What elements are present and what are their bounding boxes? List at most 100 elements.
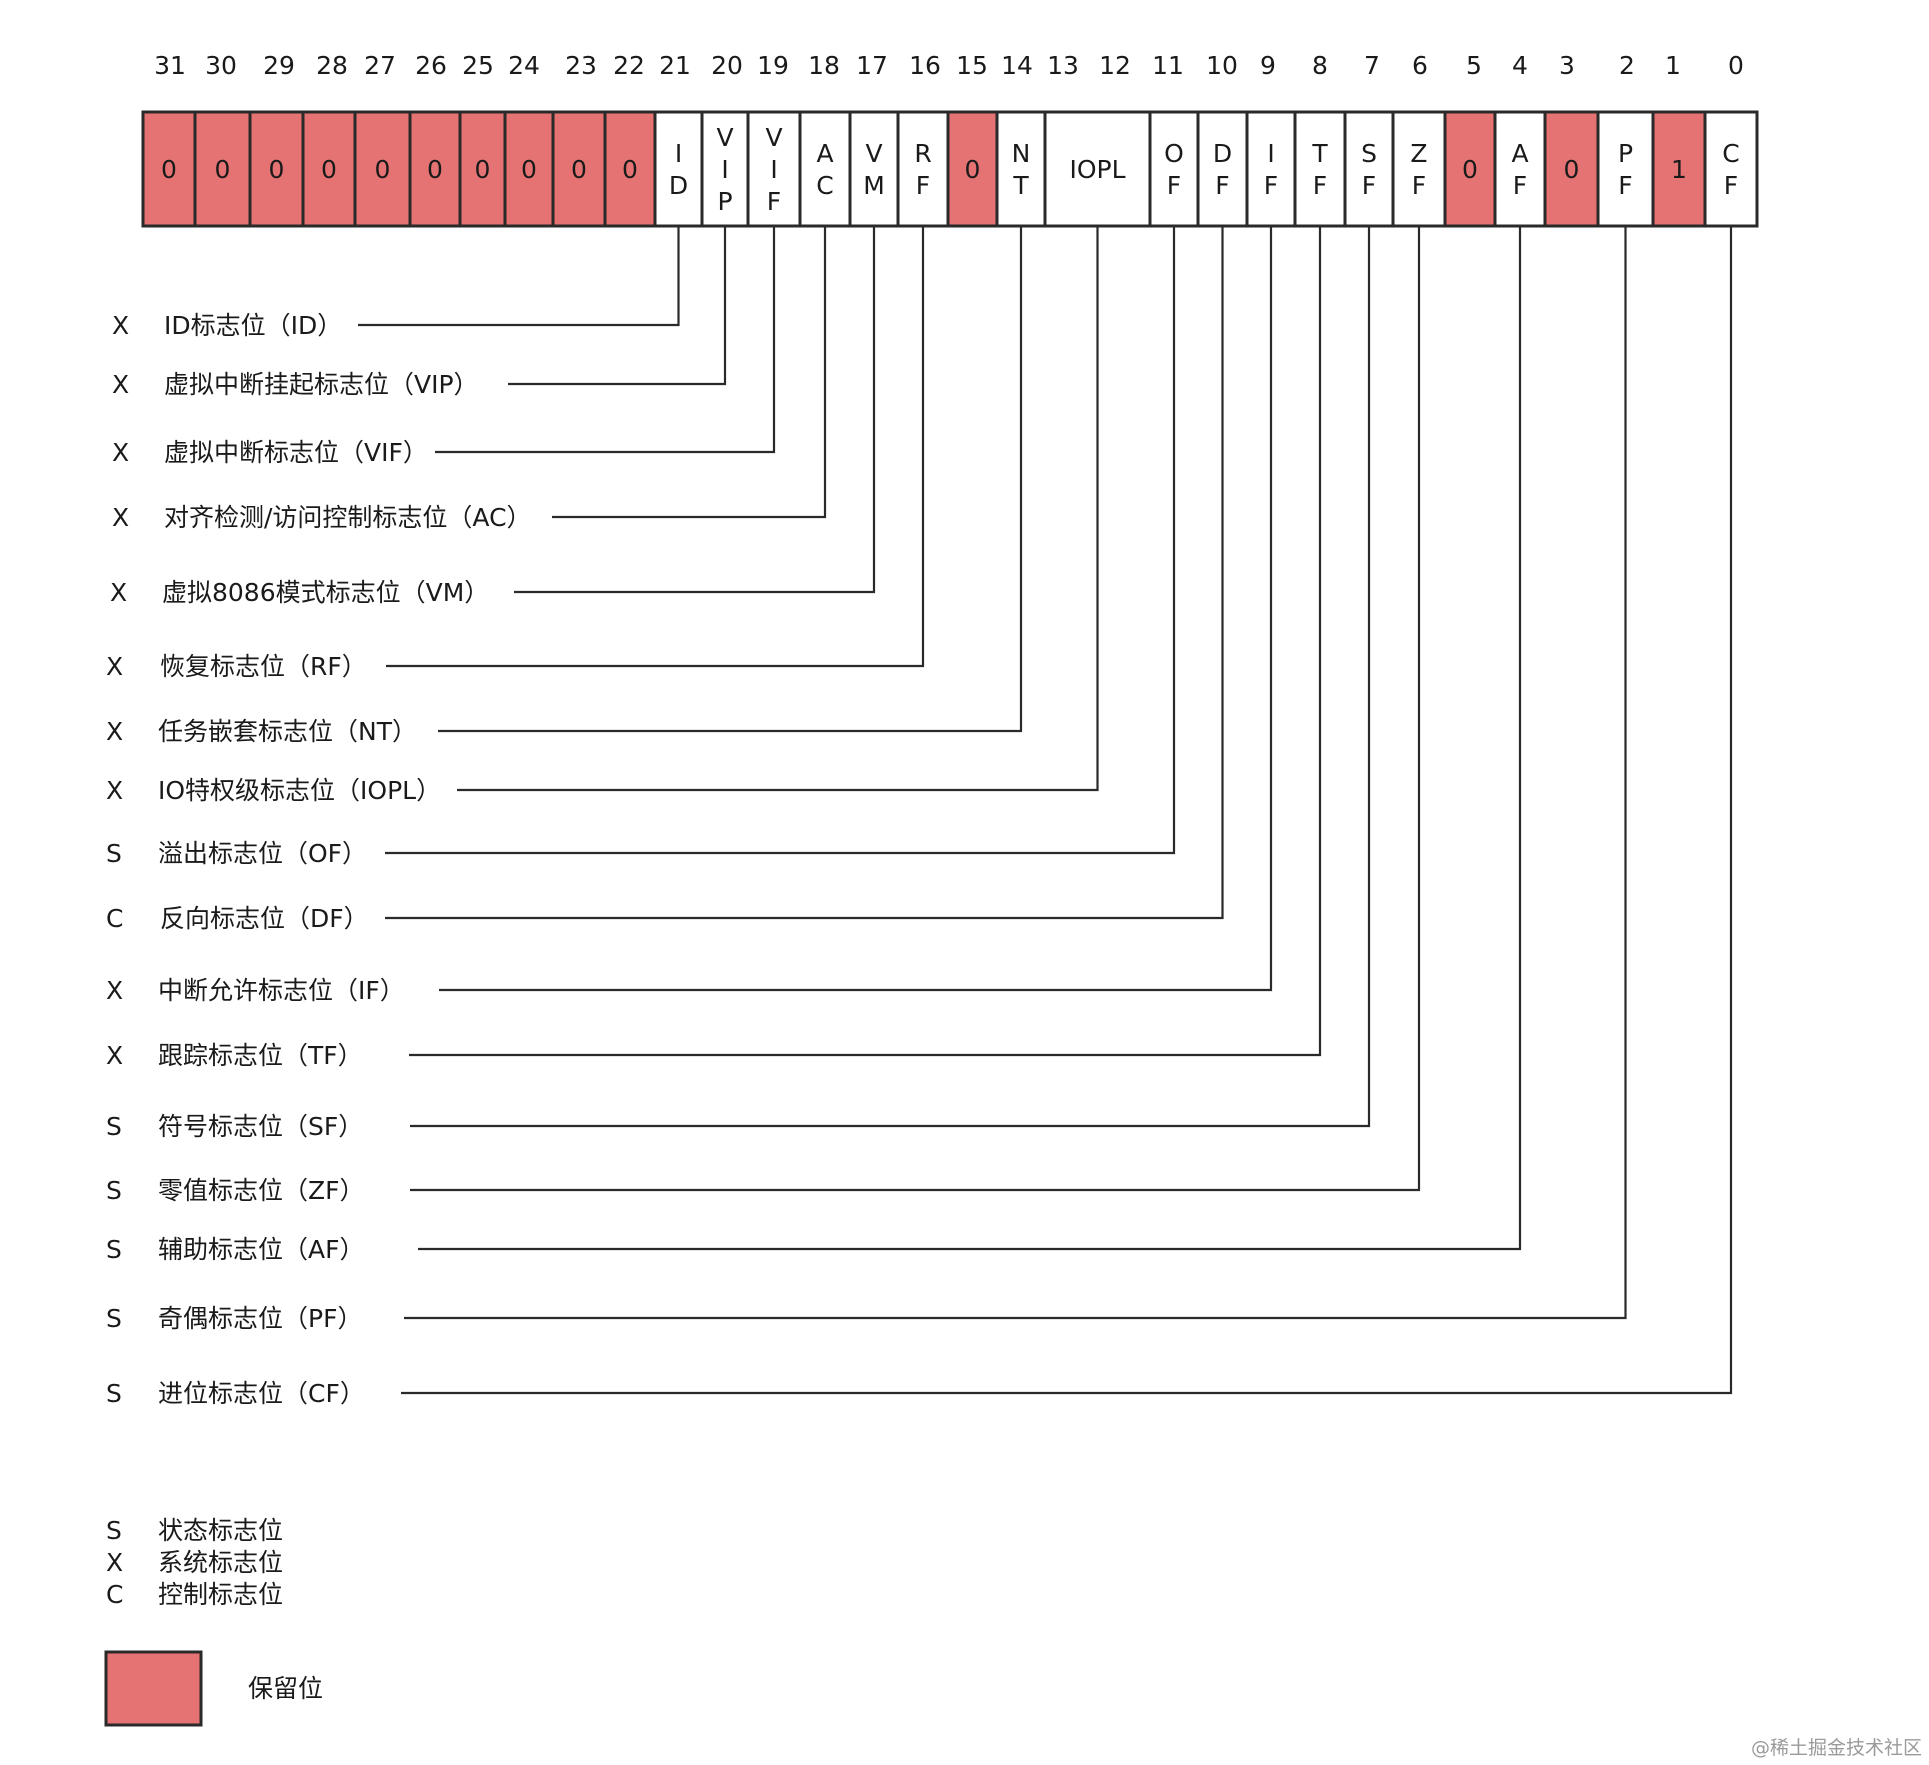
cell-text-25-0: 0 — [475, 155, 491, 184]
cell-text-6-1: F — [1412, 171, 1426, 200]
bit-number-27: 27 — [364, 51, 396, 80]
cell-text-2-1: F — [1618, 171, 1632, 200]
cell-text-18-0: A — [816, 139, 833, 168]
cell-box-9 — [1245, 110, 1297, 228]
cell-text-9-0: I — [1267, 139, 1274, 168]
legend-label-c: 控制标志位 — [158, 1580, 283, 1609]
register-cell-13-12: IOPL — [1043, 110, 1152, 228]
bit-number-5: 5 — [1466, 51, 1482, 80]
cell-text-10-0: D — [1213, 139, 1232, 168]
cell-box-4 — [1493, 110, 1547, 228]
bit-number-31: 31 — [154, 51, 186, 80]
flag-label: 虚拟8086模式标志位（VM） — [162, 578, 489, 607]
register-cell-0: CF — [1703, 110, 1759, 228]
flag-category: X — [112, 370, 129, 399]
bit-number-8: 8 — [1312, 51, 1328, 80]
register-cell-8: TF — [1293, 110, 1347, 228]
legend-label-s: 状态标志位 — [158, 1516, 283, 1545]
cell-box-21 — [653, 110, 704, 228]
bit-number-2: 2 — [1619, 51, 1635, 80]
cell-box-19 — [746, 110, 802, 228]
watermark: @稀土掘金技术社区 — [1751, 1737, 1922, 1759]
bit-number-7: 7 — [1364, 51, 1380, 80]
flag-row-vif: X 虚拟中断标志位（VIF） — [112, 438, 428, 467]
register-cell-24: 0 — [503, 110, 555, 228]
register-cell-27: 0 — [353, 110, 412, 228]
register-cell-9: IF — [1245, 110, 1297, 228]
legend-code-x: X — [106, 1548, 123, 1577]
legend-label-x: 系统标志位 — [158, 1548, 283, 1577]
cell-text-20-1: I — [721, 155, 728, 184]
register-cell-21: ID — [653, 110, 704, 228]
register-cell-1: 1 — [1651, 110, 1707, 228]
bit-number-17: 17 — [856, 51, 888, 80]
cell-text-13-12-0: IOPL — [1069, 155, 1125, 184]
bit-number-9: 9 — [1260, 51, 1276, 80]
reserved-legend-swatch — [104, 1650, 203, 1727]
cell-box-29 — [248, 110, 305, 228]
cell-box-25 — [458, 110, 507, 228]
cell-text-16-0: R — [914, 139, 931, 168]
bit-number-25: 25 — [462, 51, 494, 80]
flag-label: 奇偶标志位（PF） — [158, 1304, 362, 1333]
flag-row-zf: S 零值标志位（ZF） — [106, 1176, 365, 1205]
cell-text-1-0: 1 — [1671, 155, 1687, 184]
register-cell-16: RF — [896, 110, 950, 228]
flag-row-ac: X 对齐检测/访问控制标志位（AC） — [112, 503, 532, 532]
cell-box-18 — [798, 110, 852, 228]
bit-number-16: 16 — [909, 51, 941, 80]
cell-text-7-1: F — [1362, 171, 1376, 200]
cell-text-0-0: C — [1722, 139, 1739, 168]
cell-text-11-1: F — [1167, 171, 1181, 200]
flag-row-idid: X ID标志位（ID） — [112, 311, 342, 340]
leader-line-af — [418, 226, 1522, 1251]
flag-category: X — [112, 503, 129, 532]
register-cell-4: AF — [1493, 110, 1547, 228]
cell-text-16-1: F — [916, 171, 930, 200]
legend-code-s: S — [106, 1516, 122, 1545]
bit-number-21: 21 — [659, 51, 691, 80]
flag-category: X — [112, 438, 129, 467]
flag-row-if: X 中断允许标志位（IF） — [106, 976, 405, 1005]
bit-number-22: 22 — [613, 51, 645, 80]
cell-box-22 — [603, 110, 657, 228]
cell-text-19-1: I — [770, 155, 777, 184]
bit-number-15: 15 — [956, 51, 988, 80]
register-cell-5: 0 — [1443, 110, 1497, 228]
leader-line-cf — [401, 226, 1733, 1395]
cell-box-27 — [353, 110, 412, 228]
register-cell-15: 0 — [946, 110, 999, 228]
bit-number-13: 13 — [1047, 51, 1079, 80]
flag-label: 进位标志位（CF） — [158, 1379, 365, 1408]
register-cell-30: 0 — [193, 110, 252, 228]
cell-text-31-0: 0 — [161, 155, 177, 184]
flag-category: X — [106, 776, 123, 805]
bit-number-0: 0 — [1728, 51, 1744, 80]
flag-row-8086vm: X 虚拟8086模式标志位（VM） — [110, 578, 489, 607]
legend-category-s: S 状态标志位 — [106, 1516, 283, 1545]
flag-label: 中断允许标志位（IF） — [158, 976, 405, 1005]
flag-row-sf: S 符号标志位（SF） — [106, 1112, 363, 1141]
flag-category: S — [106, 1379, 122, 1408]
cell-box-3 — [1543, 110, 1600, 228]
flag-category: X — [106, 652, 123, 681]
bit-number-11: 11 — [1152, 51, 1184, 80]
register-cell-20: VIP — [700, 110, 750, 228]
bit-number-24: 24 — [508, 51, 540, 80]
leader-line-rf — [386, 226, 925, 668]
flag-row-rf: X 恢复标志位（RF） — [106, 652, 367, 681]
cell-text-7-0: S — [1361, 139, 1377, 168]
cell-box-15 — [946, 110, 999, 228]
flag-label: 溢出标志位（OF） — [158, 839, 367, 868]
cell-text-30-0: 0 — [215, 155, 231, 184]
bit-number-20: 20 — [711, 51, 743, 80]
register-cells: 0 0 0 0 0 0 0 0 0 0IDVIPVIFACVMRF0NTIOPLOFDFIFTFS… — [141, 110, 1759, 228]
bit-number-10: 10 — [1206, 51, 1238, 80]
cell-text-10-1: F — [1215, 171, 1229, 200]
flag-list: X ID标志位（ID） X 虚拟中断挂起标志位（VIP） X 虚拟中断标志位（VIF） X 对… — [106, 311, 532, 1408]
flag-label: 任务嵌套标志位（NT） — [158, 717, 417, 746]
flag-category: X — [106, 1041, 123, 1070]
cell-box-10 — [1196, 110, 1249, 228]
bit-number-4: 4 — [1512, 51, 1528, 80]
